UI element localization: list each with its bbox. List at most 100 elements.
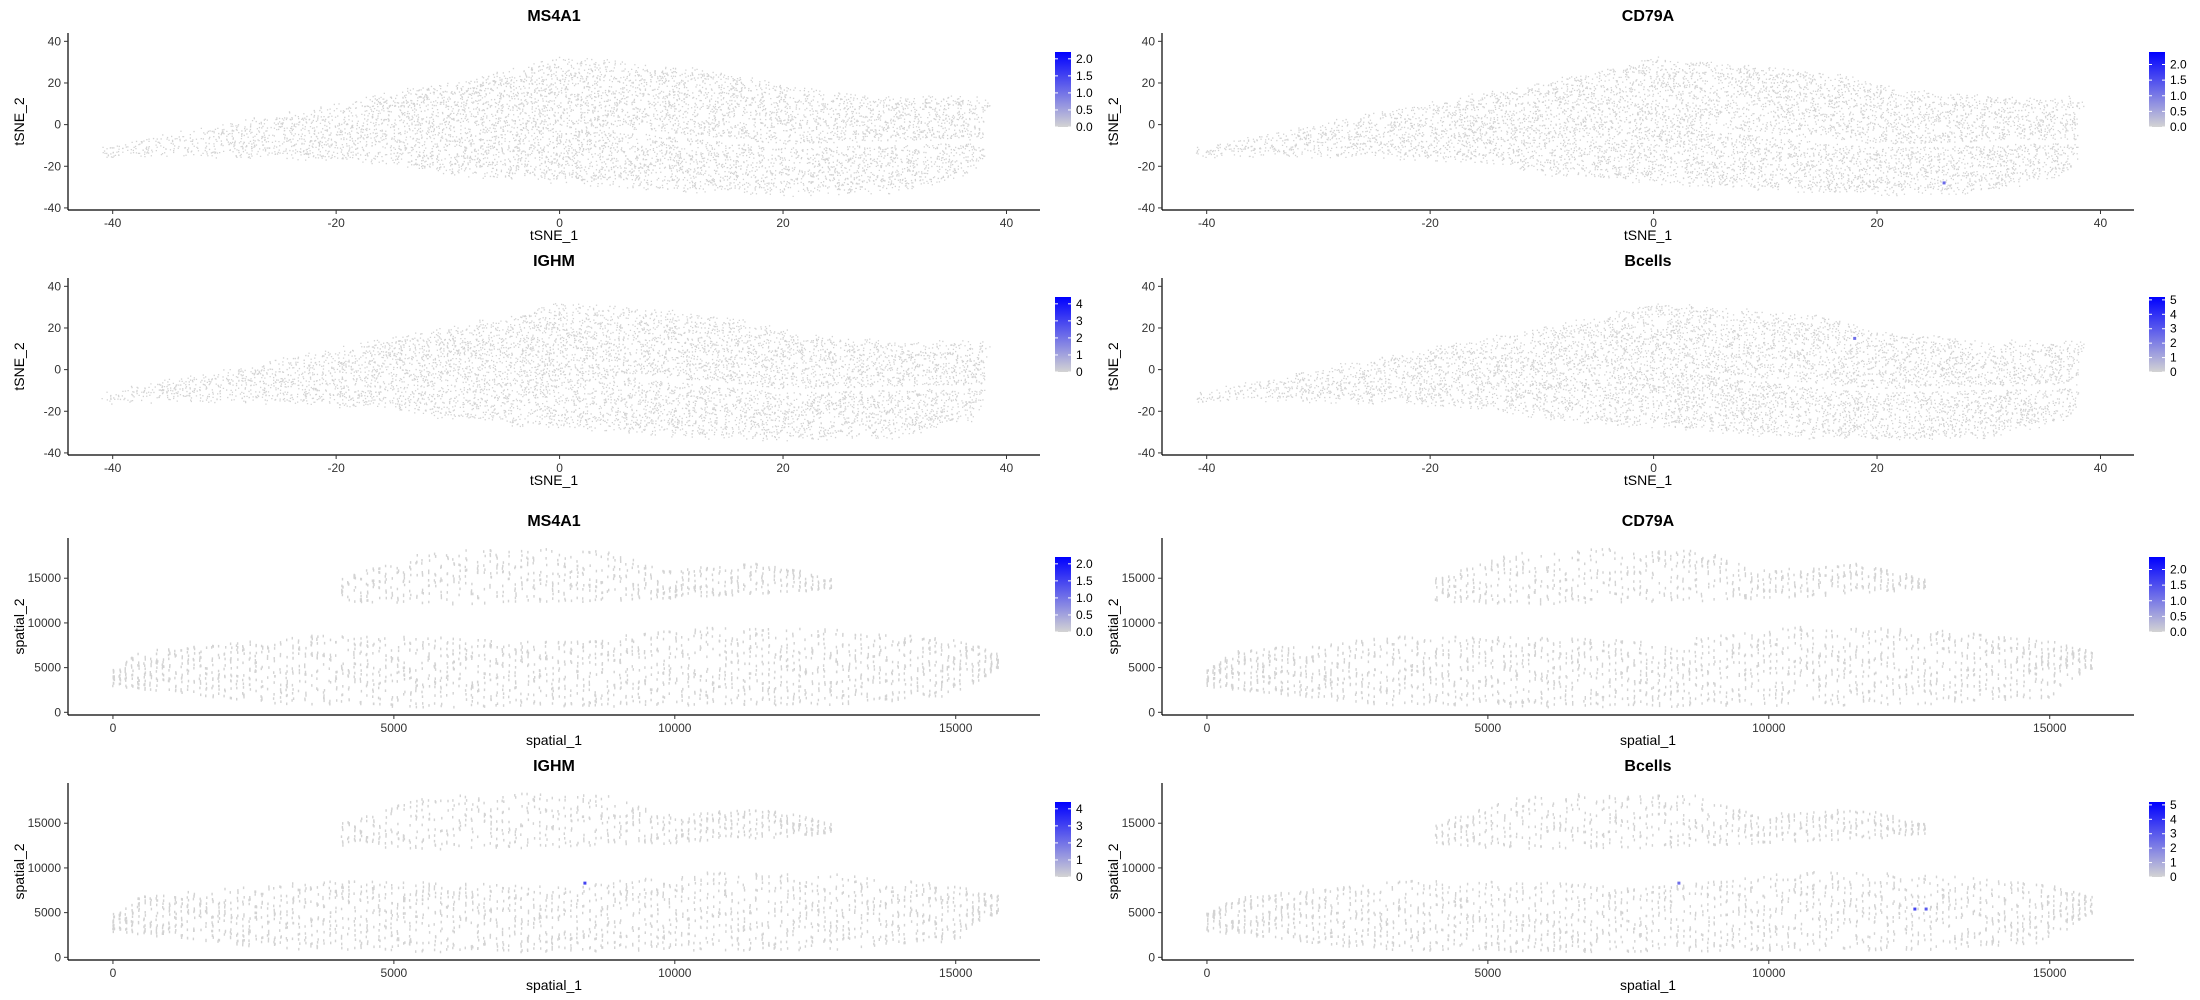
x-tick-label: 0 [1650,461,1657,475]
legend-tick-label: 2 [1076,331,1083,345]
x-axis-label: spatial_1 [1620,977,1676,993]
feature-plot-2: IGHM -40 -20 0 20 40 -40 -20 0 20 40 tSNE_1 tSNE_2 0 1… [0,245,1100,490]
x-tick-label: 20 [776,216,790,230]
legend-tick-label: 3 [1076,314,1083,328]
y-tick-label: 20 [48,321,62,335]
x-tick-label: -20 [1421,461,1439,475]
legend-tick-label: 0 [1076,365,1083,379]
y-tick-label: 0 [54,118,61,132]
y-tick-label: 0 [54,363,61,377]
x-tick-label: 10000 [1752,721,1786,735]
x-tick-label: 40 [1000,461,1014,475]
legend-tick-label: 0.0 [1076,120,1093,134]
y-axis-label: spatial_2 [1105,843,1121,899]
y-tick-label: 15000 [28,571,62,585]
x-axis-label: spatial_1 [526,732,582,748]
y-tick-label: -40 [44,201,62,215]
legend-tick-label: 1 [2170,856,2177,870]
cell-points [1196,303,2085,441]
x-tick-label: 20 [776,461,790,475]
y-tick-label: 5000 [1128,661,1155,675]
y-tick-label: -20 [44,404,62,418]
plot-svg: Bcells-40 -20 0 20 40-40-2002040tSNE_1tSNE_2… [1105,253,2177,488]
y-axis-label: spatial_2 [11,843,27,899]
feature-plot-1: CD79A -40 -20 0 20 40 -40 -20 0 20 40 tSNE_1 tSNE_2 0… [1094,0,2194,245]
color-legend-bar [2149,557,2165,632]
y-tick-label: 20 [1142,321,1156,335]
y-tick-label: 20 [48,76,62,90]
y-tick-label: 0 [54,705,61,719]
feature-plot-5: CD79A 0 5000 10000 15000 0 5000 10000 15000 spati… [1094,505,2194,750]
y-tick-label: 10000 [28,861,62,875]
legend-tick-label: 0.5 [1076,103,1093,117]
expressing-cell-0 [1677,881,1681,885]
legend-tick-label: 0.0 [2170,625,2187,639]
legend-tick-label: 1.5 [2170,578,2187,592]
legend-tick-label: 0.5 [1076,608,1093,622]
y-tick-label: 20 [1142,76,1156,90]
y-tick-label: 10000 [1122,861,1156,875]
legend-tick-label: 1.5 [1076,69,1093,83]
y-axis-label: tSNE_2 [1105,342,1121,390]
legend-tick-label: 1.0 [1076,591,1093,605]
y-tick-label: 40 [48,34,62,48]
y-tick-label: 10000 [28,616,62,630]
y-tick-label: 0 [1148,118,1155,132]
x-axis-label: spatial_1 [526,977,582,993]
y-tick-label: 5000 [1128,906,1155,920]
x-tick-label: 0 [1204,721,1211,735]
color-legend-bar [1055,802,1071,877]
legend-tick-label: 1.0 [2170,89,2187,103]
cell-point [112,548,1000,709]
feature-plot-3: Bcells -40 -20 0 20 40 -40 -20 0 20 40 tSNE_1 tSNE_2… [1094,245,2194,490]
color-legend-bar [1055,557,1071,632]
legend-tick-label: 4 [2170,307,2177,321]
feature-plot-4: MS4A1 0 5000 10000 15000 0 5000 10000 15000 spati… [0,505,1100,750]
expressing-cell-2 [1924,907,1928,911]
expressing-cell-0 [1942,181,1946,185]
y-tick-label: 15000 [28,816,62,830]
legend-tick-label: 2.0 [1076,52,1093,66]
x-tick-label: -20 [1421,216,1439,230]
legend-tick-label: 1 [2170,351,2177,365]
expressing-cell-1 [1913,907,1917,911]
cell-points [1195,56,2085,197]
x-tick-label: 40 [2094,461,2108,475]
cell-point [102,56,991,197]
x-tick-label: 0 [556,461,563,475]
plot-title: IGHM [533,253,575,270]
plot-svg: IGHM -40 -20 0 20 40 -40 -20 0 20 40 tSNE_1 tSNE_2 0 1… [11,253,1083,488]
plot-svg: CD79A -40 -20 0 20 40 -40 -20 0 20 40 tSNE_1 tSNE_2 0… [1105,8,2187,243]
feature-plot-0: MS4A1 -40 -20 0 20 40 -40 -20 0 20 40 tSNE_1 tSNE_2 0… [0,0,1100,245]
expressing-cell-0 [583,881,587,885]
legend-tick-label: 1.5 [2170,73,2187,87]
plot-title: Bcells [1624,253,1671,270]
cell-point [1196,303,2085,441]
color-legend-bar [1055,297,1071,372]
legend-tick-label: 2 [1076,836,1083,850]
x-axis-label: tSNE_1 [530,227,578,243]
cell-points [112,548,1000,709]
x-tick-label: -20 [327,461,345,475]
plot-title: IGHM [533,758,575,775]
legend-tick-label: 0.0 [2170,120,2187,134]
cell-point [1206,793,2093,954]
legend-tick-label: 0.0 [1076,625,1093,639]
x-tick-label: 20 [1870,216,1884,230]
legend-tick-label: 1 [1076,348,1083,362]
legend-tick-label: 0.5 [2170,609,2187,623]
legend-tick-label: 3 [2170,827,2177,841]
x-tick-label: 5000 [381,721,408,735]
legend-tick-label: 0 [2170,365,2177,379]
y-tick-label: 5000 [34,661,61,675]
x-axis-label: tSNE_1 [1624,472,1672,488]
legend-tick-label: 0 [1076,870,1083,884]
y-tick-label: 0 [1148,363,1155,377]
x-tick-label: -40 [104,216,122,230]
cell-points [101,303,991,442]
y-tick-label: 0 [54,950,61,964]
legend-tick-label: 3 [2170,322,2177,336]
